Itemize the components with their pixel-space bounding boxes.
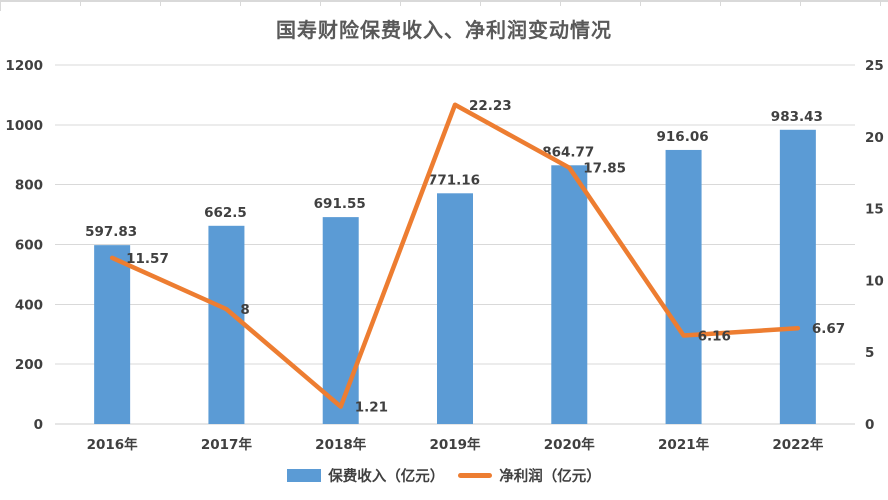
right-axis-tick-label: 15 — [865, 202, 884, 218]
ruler-tick — [240, 2, 241, 6]
x-axis-category-label: 2016年 — [87, 436, 139, 453]
chart-title: 国寿财险保费收入、净利润变动情况 — [276, 18, 612, 42]
left-axis-tick-label: 1000 — [5, 118, 43, 134]
right-axis-tick-label: 5 — [865, 345, 874, 361]
legend-item-premium-income: 保费收入（亿元） — [287, 465, 444, 486]
legend-item-net-profit: 净利润（亿元） — [458, 465, 601, 486]
ruler-tick — [640, 2, 641, 6]
legend-label-premium-income: 保费收入（亿元） — [328, 469, 445, 485]
right-axis-tick-label: 25 — [865, 58, 884, 74]
legend-bar-swatch — [287, 469, 322, 482]
left-axis-tick-label: 200 — [15, 357, 43, 373]
bar-value-label: 916.06 — [657, 129, 709, 145]
bar-value-label: 662.5 — [204, 205, 247, 221]
ruler-tick — [480, 2, 481, 6]
bar-value-label: 597.83 — [85, 224, 137, 240]
x-axis-category-label: 2020年 — [544, 436, 596, 453]
x-axis-category-label: 2017年 — [201, 436, 253, 453]
ruler-left-edge — [0, 2, 1, 11]
ruler-tick — [800, 2, 801, 6]
line-value-label: 6.67 — [812, 321, 845, 337]
bar-value-label: 864.77 — [542, 144, 594, 160]
right-axis-tick-label: 10 — [865, 273, 884, 289]
line-value-label: 22.23 — [469, 98, 512, 114]
right-axis-tick-label: 20 — [865, 130, 884, 146]
left-axis-tick-label: 1200 — [5, 58, 43, 74]
spreadsheet-ruler-decoration — [0, 0, 888, 11]
ruler-tick — [400, 2, 401, 6]
x-axis-category-label: 2019年 — [429, 436, 481, 453]
line-value-label: 1.21 — [355, 400, 388, 416]
ruler-tick — [320, 2, 321, 6]
ruler-tick — [560, 2, 561, 6]
premium-income-bar — [208, 225, 245, 424]
ruler-tick — [80, 2, 81, 6]
left-axis-tick-label: 0 — [34, 417, 43, 433]
left-axis-tick-label: 800 — [15, 178, 43, 194]
bar-value-label: 691.55 — [314, 196, 366, 212]
line-value-label: 17.85 — [583, 161, 626, 177]
premium-income-bar — [94, 245, 131, 424]
premium-income-bar — [779, 129, 816, 424]
premium-income-bar — [665, 149, 702, 425]
left-axis-tick-label: 600 — [15, 238, 43, 254]
right-axis-tick-label: 0 — [865, 417, 874, 433]
bar-value-label: 771.16 — [428, 172, 480, 188]
legend-label-net-profit: 净利润（亿元） — [499, 469, 601, 485]
premium-income-bar — [322, 217, 359, 424]
left-axis-tick-label: 400 — [15, 297, 43, 313]
x-axis-category-label: 2022年 — [772, 436, 824, 453]
bar-value-label: 983.43 — [771, 109, 823, 125]
line-value-label: 6.16 — [698, 329, 731, 345]
x-axis-category-label: 2021年 — [658, 436, 710, 453]
ruler-tick — [160, 2, 161, 6]
x-axis-category-label: 2018年 — [315, 436, 367, 453]
legend-line-swatch — [458, 473, 493, 478]
line-value-label: 11.57 — [126, 251, 169, 267]
premium-income-bar — [437, 193, 473, 424]
ruler-tick — [880, 2, 881, 6]
net-profit-line — [109, 102, 801, 409]
ruler-tick — [720, 2, 721, 6]
line-value-label: 8 — [240, 302, 249, 318]
premium-income-bar — [551, 165, 588, 424]
chart-legend: 保费收入（亿元） 净利润（亿元） — [0, 465, 888, 486]
